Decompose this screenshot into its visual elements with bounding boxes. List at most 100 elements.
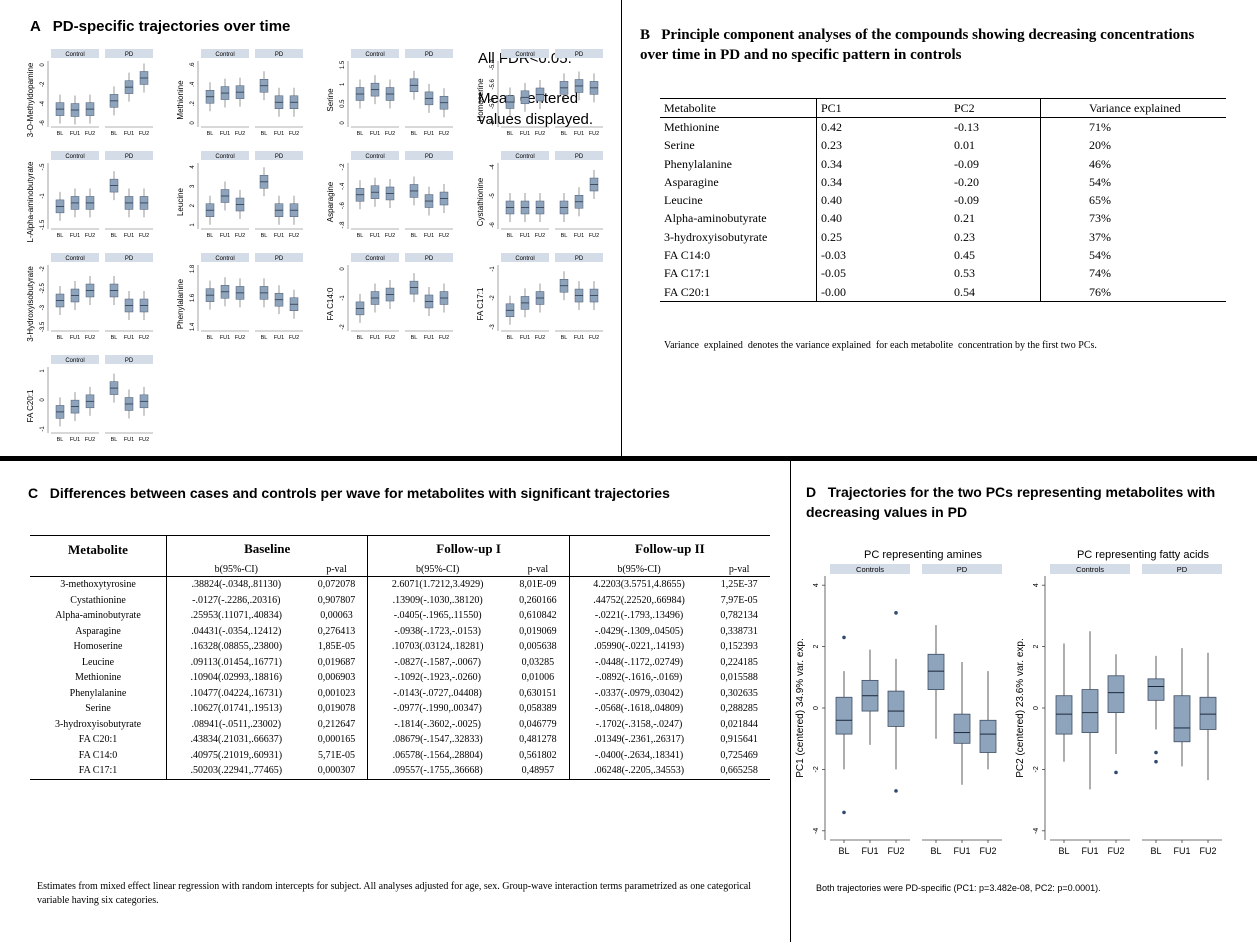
followup2-b-ci: 4.2203(3.5751,4.8655): [593, 579, 685, 591]
followup1-b-ci: .08679(-.1547,.32833): [392, 734, 483, 746]
mini-xtick: BL: [207, 335, 214, 341]
mini-strip-label: Control: [515, 256, 534, 262]
mini-ytick: 3: [190, 184, 196, 188]
y-tick-label: -4: [1033, 828, 1040, 834]
box: [1199, 696, 1217, 730]
y-tick-label: 4: [1033, 583, 1040, 587]
baseline-pval: 0,000307: [305, 763, 369, 780]
mini-ytick: -3: [490, 324, 496, 330]
followup2-pval: 0,288285: [720, 703, 758, 715]
mini-ytick: 0: [40, 398, 46, 402]
metabolite-name: 3-hydroxyisobutyrate: [660, 228, 817, 247]
sub-b-ci: b(95%-CI): [166, 562, 306, 577]
mini-xtick: BL: [561, 131, 568, 137]
mini-xtick: FU1: [424, 131, 434, 137]
mini-strip-label: Control: [215, 256, 234, 262]
metabolite-name: FA C20:1: [30, 732, 167, 748]
table-row: 3-methoxytyrosine .38824(-.0348,.81130) 0,…: [30, 576, 770, 593]
mini-ylabel: Serine: [326, 88, 335, 112]
horizontal-divider: [0, 456, 1257, 461]
col-metabolite: Metabolite: [660, 97, 817, 119]
table-row: FA C14:0 -0.03 0.45 54%: [660, 246, 1226, 265]
pc1-loading: 0.34: [821, 174, 842, 189]
mini-strip-label: PD: [425, 154, 434, 160]
metabolite-name: Leucine: [30, 654, 167, 670]
table-row: Serine .10627(.01741,.19513) 0,019078 -.097…: [30, 701, 770, 717]
x-tick-label: FU1: [1081, 846, 1098, 856]
baseline-b-ci: .38824(-.0348,.81130): [191, 579, 282, 591]
mini-ytick: .6: [190, 62, 196, 68]
mini-ytick: -2.5: [40, 283, 46, 294]
mini-xtick: BL: [357, 335, 364, 341]
mini-strip: [51, 355, 99, 364]
mini-strip-label: Control: [515, 52, 534, 58]
mini-strip: [351, 253, 399, 262]
mini-strip-label: Control: [65, 256, 84, 262]
mini-ytick: 1: [190, 223, 196, 227]
followup2-b-ci: -.0568(-.1618,.04809): [594, 703, 684, 715]
outlier-point: [842, 810, 846, 815]
mini-xtick: FU2: [235, 131, 245, 137]
mini-xtick: FU2: [439, 233, 449, 239]
mini-xtick: FU1: [424, 233, 434, 239]
mini-boxplot-svg: Asparagine -.2 -.4 -.6 -.8 Control BL FU1 FU2 PD B…: [326, 151, 453, 239]
mini-boxplot-svg: FA C20:1 1 0 -1 Control BL FU1 FU2 PD BL FU1 FU2: [26, 355, 153, 443]
mini-strip: [405, 151, 453, 160]
metabolite-name: FA C14:0: [660, 246, 817, 265]
mini-xtick: FU1: [70, 335, 80, 341]
followup1-b-ci: -.0143(-.0727,.04408): [393, 687, 482, 699]
y-tick-label: -2: [813, 766, 820, 772]
x-tick-label: FU1: [1173, 846, 1190, 856]
mini-xtick: FU2: [289, 131, 299, 137]
box: [927, 653, 945, 690]
mini-xtick: FU2: [235, 335, 245, 341]
mini-xtick: FU1: [370, 335, 380, 341]
table-row: Phenylalanine .10477(.04224,.16731) 0,0010…: [30, 685, 770, 701]
mini-xtick: FU1: [124, 233, 134, 239]
mini-ytick: -2: [490, 295, 496, 301]
metabolite-name: Homoserine: [30, 639, 167, 655]
pc1-loading: 0.40: [821, 193, 842, 208]
mini-xtick: BL: [411, 131, 418, 137]
mini-ylabel: Leucine: [176, 187, 185, 216]
variance-explained: 37%: [1089, 229, 1111, 244]
mini-boxplot-svg: L-Alpha-aminobutyrate -.5 -1 -1.5 Control BL F…: [26, 151, 153, 242]
followup1-pval: 0,561802: [506, 747, 570, 763]
mini-ytick: -.5: [40, 163, 46, 171]
baseline-b-ci: .16328(.08855,.23800): [190, 641, 283, 653]
metabolite-name: Alpha-aminobutyrate: [30, 608, 167, 624]
mini-boxplot-svg: FA C14:0 0 -1 -2 Control BL FU1 FU2 PD BL FU1 FU2: [326, 253, 453, 341]
followup1-b-ci: .09557(-.1755,.36668): [367, 763, 507, 780]
box: [1055, 695, 1073, 735]
x-tick-label: BL: [930, 846, 941, 856]
mini-ytick: 1.4: [190, 322, 196, 331]
followup2-pval: 0,152393: [720, 641, 758, 653]
mini-xtick: FU1: [520, 335, 530, 341]
mini-strip-label: Control: [365, 52, 384, 58]
mini-xtick: BL: [507, 131, 514, 137]
baseline-b-ci: .50203(.22941,.77465): [166, 763, 306, 780]
followup2-pval: 0,915641: [720, 734, 758, 746]
mini-ytick: -6: [490, 222, 496, 228]
mini-ytick: -2: [40, 266, 46, 272]
metabolite-name: Asparagine: [660, 173, 817, 192]
mini-strip: [555, 253, 603, 262]
mini-ytick: 0: [190, 121, 196, 125]
followup2-b-ci: -.0400(-.2634,.18341): [594, 749, 684, 761]
mini-boxplot: 3-Hydroxyisobutyrate -2 -2.5 -3 -3.5 Control B…: [25, 249, 165, 349]
mini-strip: [405, 49, 453, 58]
box: [953, 713, 971, 744]
baseline-b-ci: -.0127(-.2286,.20316): [192, 594, 281, 606]
mini-boxplot-svg: 3-Hydroxyisobutyrate -2 -2.5 -3 -3.5 Control B…: [26, 253, 153, 342]
y-tick-label: -2: [1033, 766, 1040, 772]
followup1-pval: 0,046779: [506, 716, 570, 732]
chart-ylabel: PC1 (centered) 34.9% var. exp.: [795, 638, 806, 778]
followup2-pval: 7,97E-05: [720, 594, 758, 606]
mini-xtick: BL: [111, 335, 118, 341]
mini-strip: [201, 253, 249, 262]
y-tick-label: 2: [1033, 645, 1040, 649]
followup2-pval: 0,015588: [720, 672, 758, 684]
mini-boxplot: 3-O-Methyldopamine 0 -2 -4 -6 Control BL FU1 FU2…: [25, 45, 165, 145]
baseline-b-ci: .10627(.01741,.19513): [190, 703, 283, 715]
metabolite-name: FA C17:1: [30, 763, 167, 780]
